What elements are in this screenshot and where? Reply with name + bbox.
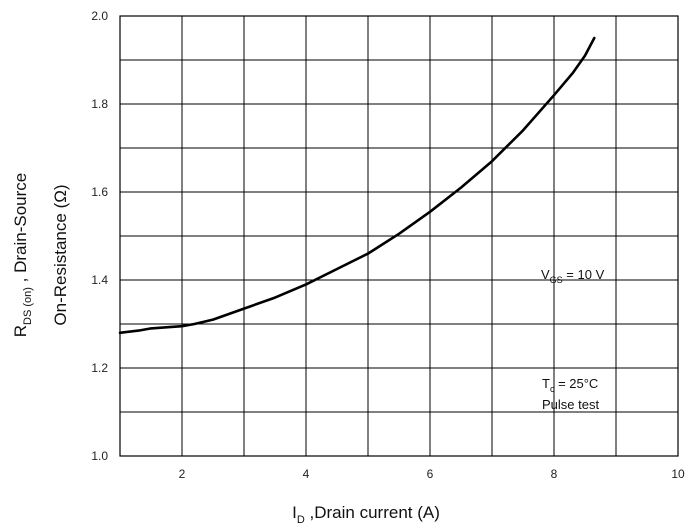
y-tick-label: 1.6 — [91, 185, 108, 199]
vgs-annotation: VGS = 10 V — [541, 267, 605, 285]
x-axis-title: ID ,Drain current (A) — [292, 503, 440, 526]
y-tick-label: 1.8 — [91, 97, 108, 111]
y-tick-labels: 1.0 1.2 1.4 1.6 1.8 2.0 — [91, 9, 108, 463]
y-axis-title-line1: RDS (on) , Drain-Source — [11, 173, 34, 338]
rds-on-curve — [118, 36, 596, 335]
x-tick-label: 8 — [551, 467, 558, 481]
x-tick-label: 10 — [671, 467, 685, 481]
y-tick-label: 1.4 — [91, 273, 108, 287]
x-tick-label: 4 — [303, 467, 310, 481]
plot-frame — [119, 15, 679, 457]
y-tick-label: 2.0 — [91, 9, 108, 23]
x-tick-label: 2 — [179, 467, 186, 481]
tc-annotation: Tc = 25°C — [542, 376, 598, 394]
grid — [120, 16, 678, 456]
x-tick-labels: 2 4 6 8 10 — [179, 467, 685, 481]
pulse-test-annotation: Pulse test — [542, 397, 599, 412]
x-tick-label: 6 — [427, 467, 434, 481]
y-axis-title-line2: On-Resistance (Ω) — [51, 184, 70, 325]
y-tick-label: 1.2 — [91, 361, 108, 375]
y-tick-label: 1.0 — [91, 449, 108, 463]
